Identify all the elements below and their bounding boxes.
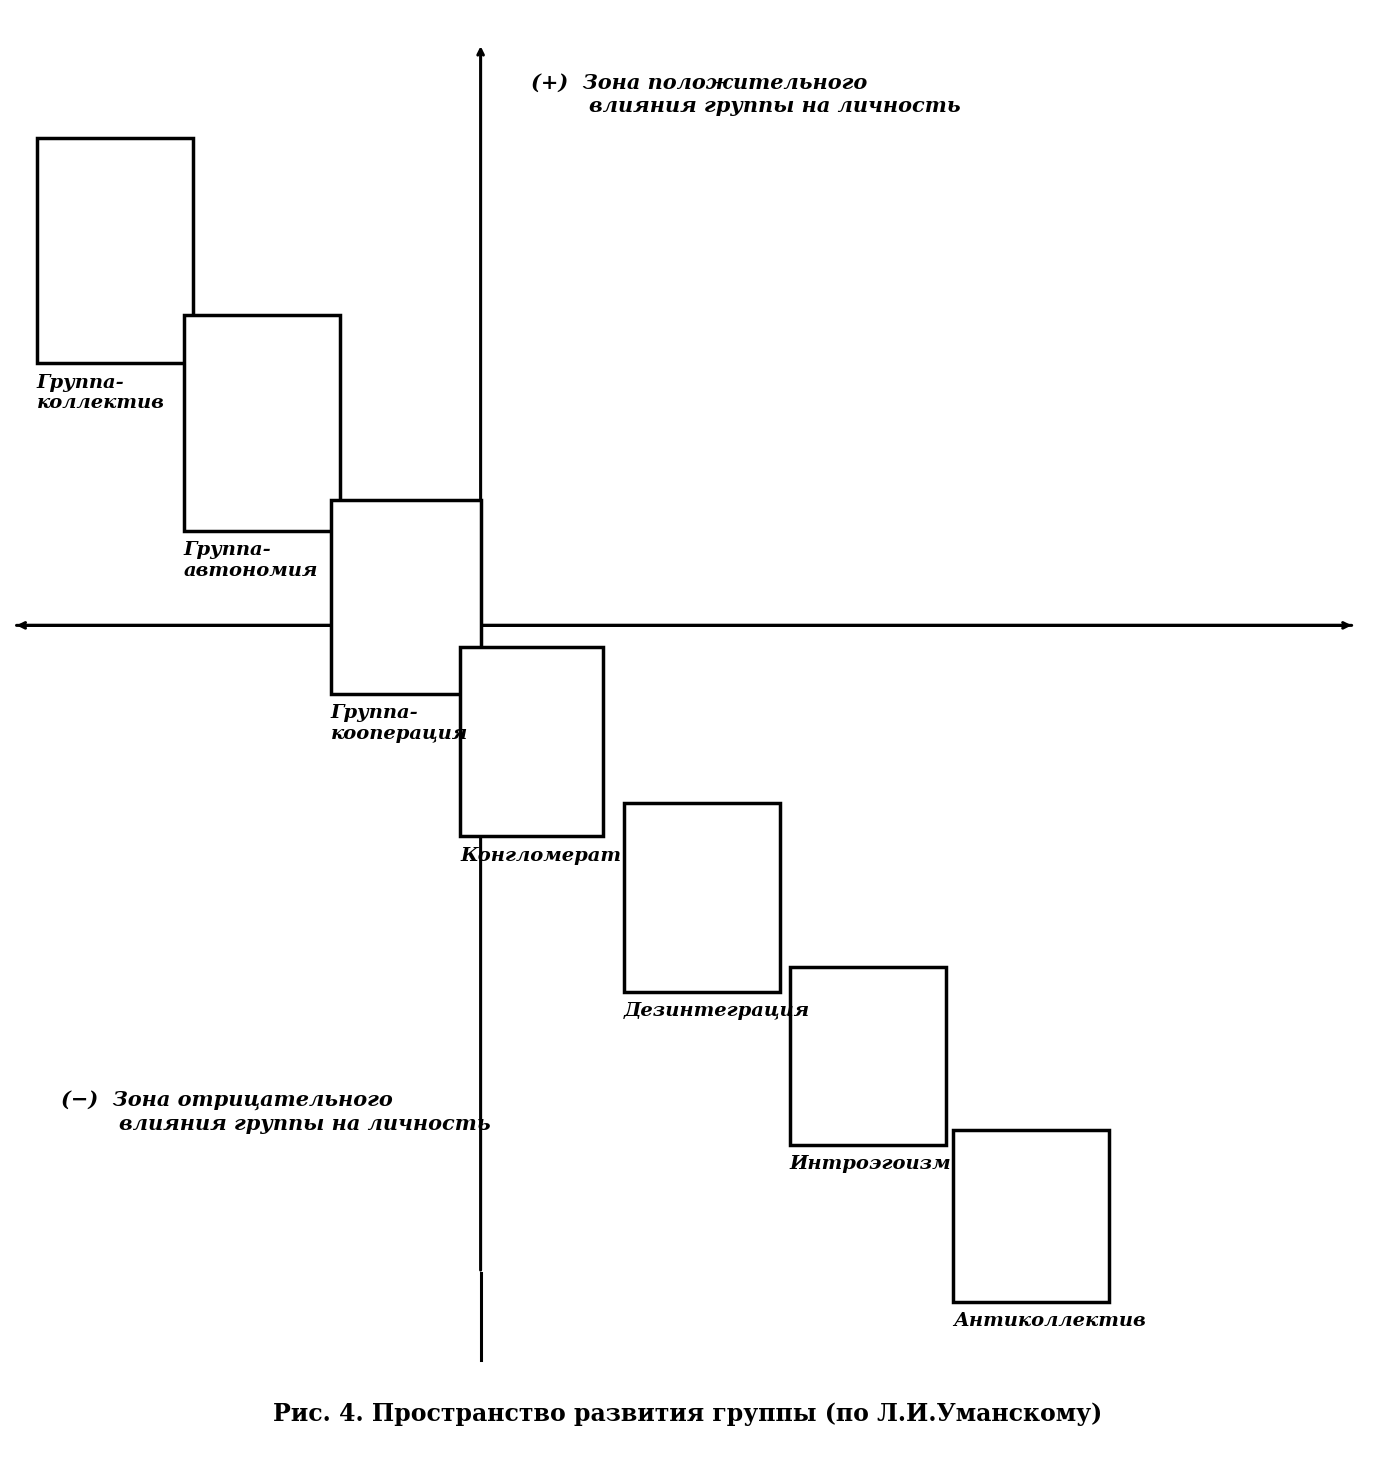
Text: (+)  Зона положительного
        влияния группы на личность: (+) Зона положительного влияния группы н… bbox=[531, 72, 961, 116]
FancyBboxPatch shape bbox=[461, 648, 604, 836]
FancyBboxPatch shape bbox=[331, 501, 481, 693]
Text: Рис. 4. Пространство развития группы (по Л.И.Уманскому): Рис. 4. Пространство развития группы (по… bbox=[272, 1401, 1103, 1426]
FancyBboxPatch shape bbox=[184, 316, 341, 530]
FancyBboxPatch shape bbox=[789, 967, 946, 1144]
FancyBboxPatch shape bbox=[37, 138, 194, 363]
Text: (−)  Зона отрицательного
        влияния группы на личность: (−) Зона отрицательного влияния группы н… bbox=[62, 1091, 491, 1134]
Text: Группа-
кооперация: Группа- кооперация bbox=[331, 704, 468, 743]
Text: Антиколлектив: Антиколлектив bbox=[953, 1312, 1145, 1329]
Text: Дезинтеграция: Дезинтеграция bbox=[623, 1002, 810, 1021]
FancyBboxPatch shape bbox=[623, 804, 780, 992]
Text: Группа-
автономия: Группа- автономия bbox=[184, 541, 318, 580]
Text: Интроэгоизм: Интроэгоизм bbox=[789, 1155, 951, 1174]
Text: Группа-
коллектив: Группа- коллектив bbox=[37, 373, 165, 413]
Text: Конгломерат: Конгломерат bbox=[461, 846, 622, 865]
FancyBboxPatch shape bbox=[953, 1130, 1110, 1302]
